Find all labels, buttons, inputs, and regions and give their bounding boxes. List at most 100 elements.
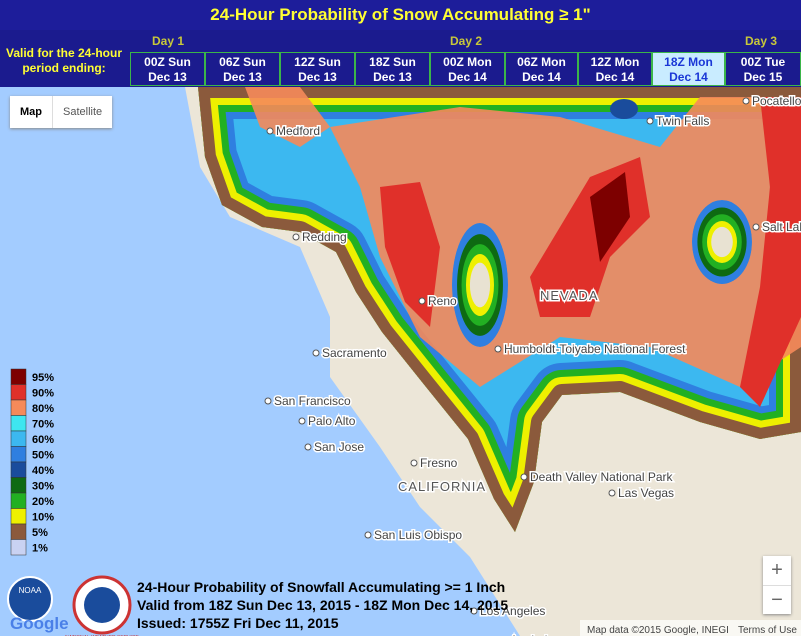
place-dot [264,397,272,405]
period-time: 00Z Tue [740,55,786,69]
period-button[interactable]: 00Z Tue Dec 15 [725,52,801,86]
zoom-control: + − [763,556,791,614]
map-type-control: Map Satellite [10,96,113,128]
period-button[interactable]: 00Z Mon Dec 14 [430,52,505,86]
period-date: Dec 14 [522,70,561,84]
zoom-out[interactable]: − [771,589,783,611]
place-label: Humboldt-Toiyabe National Forest [504,342,686,356]
legend-label: 95% [32,372,54,384]
header: 24-Hour Probability of Snow Accumulating… [0,0,801,87]
legend-swatch [10,415,27,432]
hole-ring [469,262,491,308]
legend-label: 20% [32,496,54,508]
place-dot [742,97,750,105]
band [245,87,330,147]
place-label: Reno [428,294,457,308]
place-dot [418,297,426,305]
day-label: Day 1 [152,34,185,48]
legend-swatch [10,492,27,509]
period-date: Dec 15 [743,70,783,84]
place-label: San Francisco [274,394,351,408]
place-label: Salt Lak [762,220,801,234]
hole-ring [711,226,733,258]
period-time: 06Z Mon [517,55,566,69]
place-label: San Jose [314,440,364,454]
period-date: Dec 13 [223,70,262,84]
legend-swatch [10,399,27,416]
place-dot [298,417,306,425]
place-label: Los Angeles [480,604,545,618]
place-dot [364,531,372,539]
place-dot [608,489,616,497]
legend-label: 60% [32,434,54,446]
period-date: Dec 13 [298,70,337,84]
attribution-bg [580,620,801,636]
legend-swatch [10,539,27,556]
place-label: Pocatello [752,94,801,108]
period-button[interactable]: 06Z Mon Dec 14 [505,52,578,86]
period-button[interactable]: 12Z Sun Dec 13 [280,52,355,86]
place-label: Death Valley National Park [530,470,674,484]
period-date: Dec 14 [669,70,708,84]
place-dot [410,459,418,467]
nws-inner [84,587,120,623]
period-date: Dec 14 [448,70,487,84]
period-time: 12Z Mon [590,55,640,69]
period-time: 18Z Sun [369,55,416,69]
footer-line: Valid from 18Z Sun Dec 13, 2015 - 18Z Mo… [137,597,508,613]
period-date: Dec 13 [148,70,187,84]
footer-line: Issued: 1755Z Fri Dec 11, 2015 [137,615,339,631]
legend-swatch [10,430,27,447]
day-label: Day 3 [745,34,778,48]
legend-label: 80% [32,403,54,415]
attribution: Map data ©2015 Google, INEGI [587,625,729,636]
place-dot [494,345,502,353]
period-button[interactable]: 00Z Sun Dec 13 [130,52,205,86]
place-label: San Luis Obispo [374,528,462,542]
place-label: Palo Alto [308,414,356,428]
period-button[interactable]: 12Z Mon Dec 14 [578,52,652,86]
valid-label: Valid for the 24-hour period ending: [5,46,122,75]
period-time: 00Z Mon [443,55,492,69]
noaa-logo [7,576,53,622]
place-dot [520,473,528,481]
legend-label: 5% [32,527,48,539]
legend-swatch [10,508,27,525]
place-dot [312,349,320,357]
legend-label: 90% [32,388,54,400]
period-button[interactable]: 18Z Mon Dec 14 [652,52,725,86]
footer-line: 24-Hour Probability of Snowfall Accumula… [137,579,505,595]
legend-label: 30% [32,481,54,493]
satellite-button[interactable]: Satellite [52,96,112,128]
place-dot [292,233,300,241]
place-dot [266,127,274,135]
band [590,172,630,262]
legend-label: 70% [32,419,54,431]
band [610,99,638,119]
title: 24-Hour Probability of Snow Accumulating… [0,0,801,30]
hole [692,200,752,284]
place-dot [646,117,654,125]
period-time: 12Z Sun [294,55,341,69]
google-logo: Google [10,614,69,633]
period-button[interactable]: 18Z Sun Dec 13 [355,52,430,86]
noaa-text: NOAA [19,586,42,595]
legend-swatch [10,368,27,385]
period-button[interactable]: 06Z Sun Dec 13 [205,52,280,86]
map-button[interactable]: Map [20,106,42,118]
legend-label: 1% [32,543,48,555]
zoom-in[interactable]: + [763,556,791,586]
legend-label: 50% [32,450,54,462]
place-label: CALIFORNIA [398,479,486,494]
place-label: NEVADA [540,288,599,303]
place-label: Twin Falls [656,114,709,128]
period-time: 00Z Sun [144,55,191,69]
period-date: Dec 13 [373,70,412,84]
hole [452,223,508,347]
legend-swatch [10,446,27,463]
period-date: Dec 14 [595,70,635,84]
legend-swatch [10,477,27,494]
legend-label: 40% [32,465,54,477]
legend-swatch [10,523,27,540]
